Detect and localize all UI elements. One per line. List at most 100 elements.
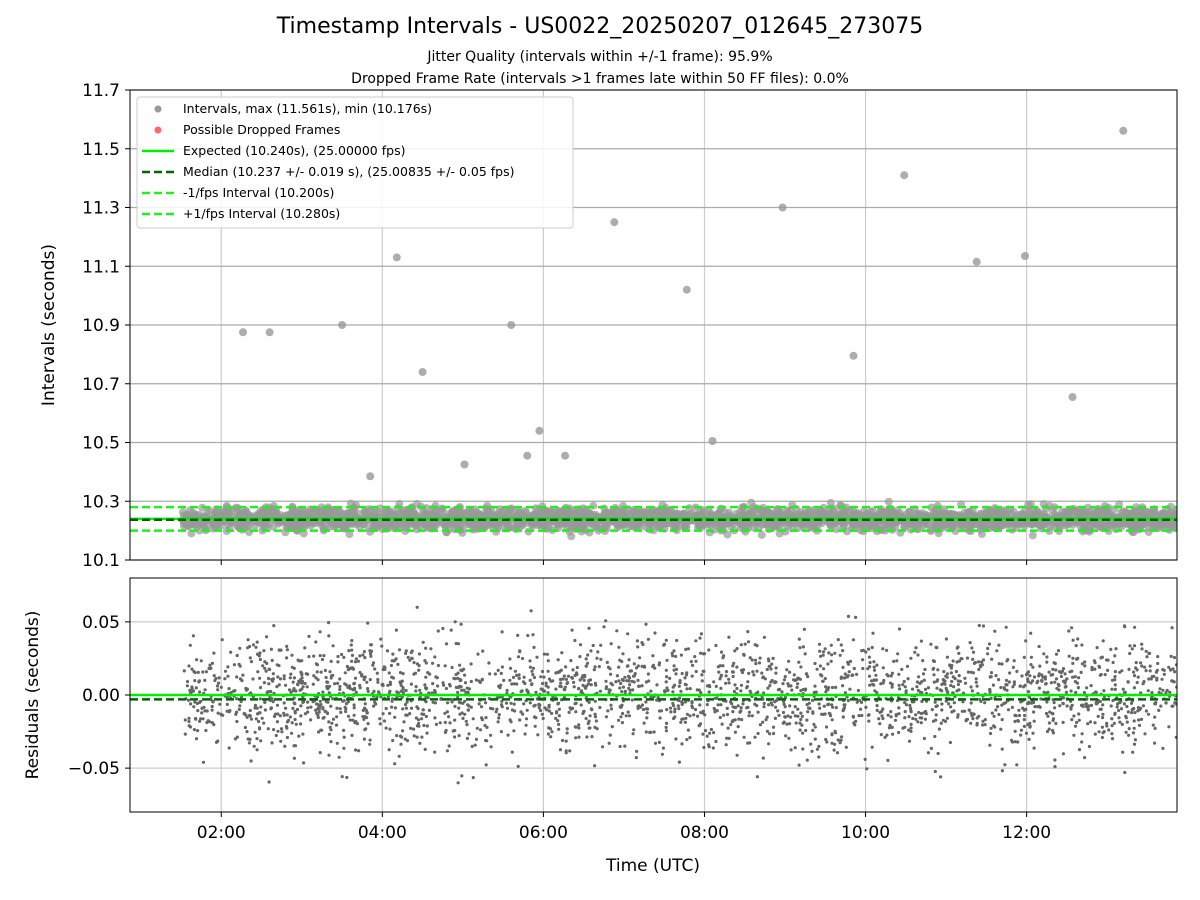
residual-point	[187, 716, 191, 720]
residual-point	[417, 668, 421, 672]
residual-point	[846, 614, 851, 619]
residual-point	[243, 725, 247, 730]
residual-point	[971, 657, 975, 662]
residual-point	[731, 710, 735, 714]
residual-point	[205, 709, 209, 713]
residual-point	[510, 682, 514, 686]
residual-point	[203, 678, 207, 683]
residual-point	[907, 715, 911, 719]
residual-point	[564, 739, 568, 743]
residual-point	[632, 662, 636, 666]
residual-point	[640, 684, 644, 688]
interval-point	[1004, 519, 1013, 528]
intervals-y-tick-label: 10.5	[82, 434, 120, 454]
residual-point	[620, 721, 625, 725]
residual-point	[353, 676, 358, 680]
interval-point	[371, 520, 380, 529]
residual-point	[1031, 665, 1035, 669]
residual-point	[1111, 660, 1115, 665]
residual-point	[793, 705, 797, 709]
interval-point	[939, 511, 948, 520]
residual-point	[208, 663, 212, 667]
residual-point	[832, 748, 836, 752]
residual-point	[986, 652, 990, 656]
residual-point	[1053, 765, 1057, 769]
residual-point	[1154, 670, 1158, 674]
residual-point	[1060, 669, 1065, 673]
residual-point	[679, 689, 683, 693]
residual-point	[947, 702, 951, 706]
interval-point	[300, 519, 309, 528]
residual-point	[1044, 711, 1049, 716]
residual-point	[926, 686, 931, 690]
residual-point	[836, 738, 840, 742]
interval-point	[227, 507, 236, 515]
residual-point	[433, 655, 437, 659]
residual-point	[997, 662, 1001, 666]
residual-point	[1139, 717, 1144, 722]
residual-point	[950, 679, 954, 684]
residual-point	[408, 712, 412, 716]
interval-point	[483, 501, 492, 510]
residual-point	[641, 707, 646, 712]
residual-point	[366, 687, 370, 691]
residual-point	[740, 718, 744, 722]
residual-point	[968, 641, 972, 645]
residual-point	[534, 690, 538, 695]
residual-point	[615, 629, 619, 633]
residual-point	[568, 706, 572, 710]
residual-point	[913, 650, 917, 654]
interval-point	[717, 520, 726, 529]
residual-point	[423, 659, 427, 663]
residual-point	[842, 676, 847, 680]
residual-point	[729, 723, 733, 727]
residual-point	[978, 664, 983, 668]
residual-point	[433, 750, 437, 754]
residual-point	[684, 700, 688, 704]
residual-point	[1037, 672, 1041, 676]
residual-point	[718, 677, 722, 681]
residual-point	[1101, 712, 1105, 716]
residual-point	[1008, 671, 1012, 675]
residual-point	[497, 716, 501, 720]
residual-point	[945, 655, 950, 659]
residual-point	[415, 735, 419, 739]
residual-point	[756, 710, 760, 714]
residual-point	[618, 686, 622, 690]
residual-point	[1024, 731, 1029, 735]
interval-point	[879, 509, 888, 517]
residual-point	[390, 699, 394, 703]
residual-point	[1077, 748, 1082, 752]
residual-point	[657, 740, 662, 745]
residual-point	[1148, 651, 1152, 656]
residual-point	[588, 726, 592, 730]
interval-point	[1097, 522, 1105, 531]
residual-point	[699, 651, 703, 655]
residual-point	[1032, 719, 1036, 723]
residual-point	[554, 716, 558, 721]
residual-point	[1080, 732, 1084, 736]
residual-point	[750, 658, 754, 662]
residual-point	[351, 666, 355, 671]
residual-point	[909, 726, 913, 730]
legend-box	[136, 96, 574, 229]
residual-point	[233, 737, 237, 741]
residual-point	[409, 706, 414, 710]
residual-point	[833, 731, 838, 735]
residual-point	[737, 717, 741, 721]
residual-point	[431, 661, 435, 665]
residual-point	[290, 721, 294, 725]
residual-point	[415, 605, 419, 609]
residual-point	[388, 727, 392, 731]
residual-point	[624, 714, 628, 718]
residual-point	[217, 676, 221, 680]
residual-point	[798, 728, 802, 732]
residual-point	[906, 677, 910, 681]
residual-point	[644, 680, 649, 684]
residual-point	[975, 721, 979, 725]
residual-point	[570, 628, 574, 632]
residual-point	[781, 710, 786, 715]
residual-point	[785, 722, 789, 726]
residual-point	[909, 722, 913, 727]
residual-point	[265, 635, 269, 639]
